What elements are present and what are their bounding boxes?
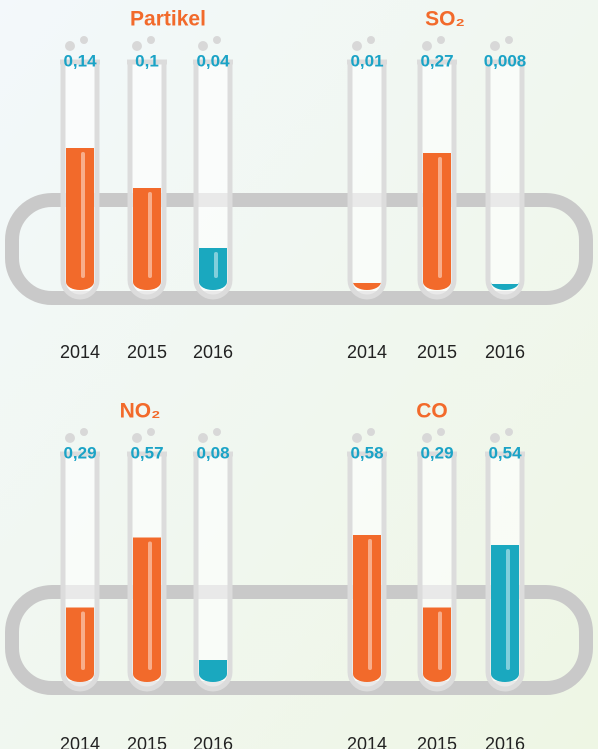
test-tube [193, 59, 233, 300]
x-tick-label: 2016 [485, 734, 525, 749]
bar [133, 188, 161, 290]
test-tube [193, 451, 233, 692]
bubble [198, 41, 208, 51]
x-tick-label: 2014 [347, 734, 387, 749]
bar [423, 607, 451, 682]
bubble [147, 428, 155, 436]
value-label: 0,54 [488, 443, 522, 462]
bubble [505, 428, 513, 436]
highlight [81, 152, 85, 278]
x-tick-label: 2016 [193, 342, 233, 362]
x-tick-label: 2015 [417, 734, 457, 749]
x-tick-label: 2015 [127, 734, 167, 749]
value-label: 0,008 [484, 51, 527, 70]
x-tick-label: 2014 [60, 734, 100, 749]
bubble [490, 433, 500, 443]
chart-title: NO₂ [120, 400, 161, 423]
bubble [422, 41, 432, 51]
bar [353, 282, 381, 290]
bar [133, 537, 161, 682]
highlight [438, 157, 442, 278]
x-tick-label: 2016 [485, 342, 525, 362]
rack [5, 193, 593, 305]
highlight [148, 541, 152, 670]
chart-title: SO₂ [425, 8, 465, 31]
bar [491, 282, 519, 290]
rack [5, 585, 593, 695]
value-label: 0,14 [63, 51, 97, 70]
x-tick-label: 2015 [417, 342, 457, 362]
bubble [147, 36, 155, 44]
bar [353, 535, 381, 682]
bar [66, 148, 94, 290]
bubble [132, 433, 142, 443]
value-label: 0,04 [196, 51, 230, 70]
bubble [367, 428, 375, 436]
bubble [213, 36, 221, 44]
test-tube [347, 59, 387, 300]
bubble [65, 433, 75, 443]
bubble [198, 433, 208, 443]
bubble [65, 41, 75, 51]
bubble [80, 36, 88, 44]
bar [199, 248, 227, 290]
bar [199, 660, 227, 682]
bubble [213, 428, 221, 436]
bubble [367, 36, 375, 44]
bar [66, 607, 94, 682]
highlight [368, 539, 372, 670]
value-label: 0,27 [420, 51, 453, 70]
bubble [490, 41, 500, 51]
highlight [214, 252, 218, 278]
value-label: 0,29 [63, 443, 96, 462]
highlight [506, 549, 510, 670]
value-label: 0,08 [196, 443, 229, 462]
test-tube [485, 59, 525, 300]
value-label: 0,01 [350, 51, 383, 70]
x-tick-label: 2014 [60, 342, 100, 362]
bubble [352, 41, 362, 51]
value-label: 0,29 [420, 443, 453, 462]
bubble [132, 41, 142, 51]
bar [423, 153, 451, 290]
highlight [81, 611, 85, 670]
highlight [148, 192, 152, 278]
highlight [438, 611, 442, 670]
x-tick-label: 2014 [347, 342, 387, 362]
value-label: 0,1 [135, 51, 159, 70]
bubble [437, 36, 445, 44]
x-tick-label: 2015 [127, 342, 167, 362]
bubble [80, 428, 88, 436]
value-label: 0,58 [350, 443, 383, 462]
chart-title: CO [416, 400, 448, 423]
x-tick-label: 2016 [193, 734, 233, 749]
bar [491, 545, 519, 682]
bubble [352, 433, 362, 443]
bubble [422, 433, 432, 443]
bubble [505, 36, 513, 44]
chart-title: Partikel [130, 8, 206, 31]
value-label: 0,57 [130, 443, 163, 462]
bubble [437, 428, 445, 436]
